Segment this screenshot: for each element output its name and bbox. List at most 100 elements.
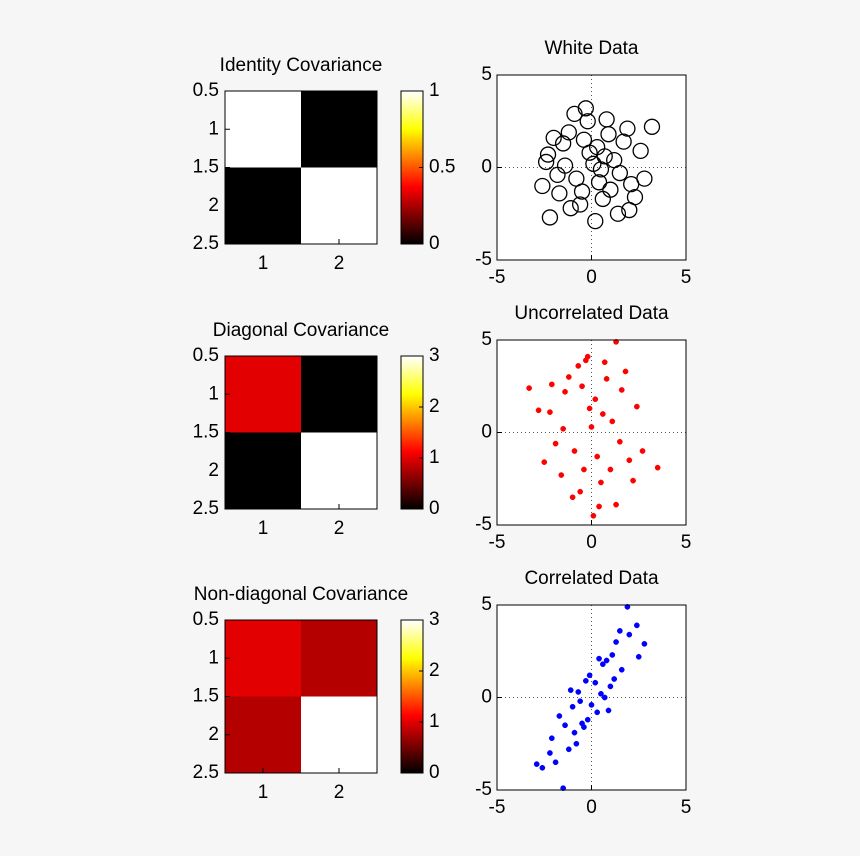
scatter-point [636,170,653,187]
heatmap-cell [301,91,377,168]
y-tick-label: 5 [481,594,492,615]
colorbar-tick-label: 1 [429,80,440,101]
axes-box [496,74,687,261]
scatter-point [594,709,601,716]
scatter-point [548,381,555,388]
y-tick-label: -5 [475,249,492,270]
scatter-point [547,750,553,756]
scatter-point [579,383,585,390]
scatter-point [552,440,559,447]
x-tick-label: 2 [334,253,345,274]
scatter-point [586,672,593,679]
scatter-point [609,418,616,425]
heatmap-cell [225,432,301,509]
scatter-point [582,678,589,684]
y-tick-label: 1.5 [193,422,219,443]
scatter-point [639,448,646,454]
scatter-point [539,764,546,771]
scatter-point [526,385,532,391]
scatter-point [588,424,595,430]
scatter-point [592,396,599,403]
scatter-point [621,201,638,219]
scatter-point [599,661,606,668]
x-tick-label: 5 [681,532,692,553]
scatter-point [603,376,610,382]
scatter-point [611,164,628,182]
scatter-point [618,387,625,393]
axes-title: Correlated Data [524,568,659,589]
scatter-point [598,479,604,486]
colorbar-tick-label: 2 [429,396,440,417]
y-tick-label: 0.5 [193,609,219,630]
scatter-point [535,407,542,414]
scatter-point [577,100,594,117]
x-tick-label: 5 [681,797,692,818]
y-tick-label: 2.5 [193,233,219,254]
scatter-point [579,113,596,130]
y-tick-label: 5 [481,329,492,350]
y-tick-label: 1.5 [193,686,219,707]
scatter-point [592,161,610,178]
scatter-point [541,459,548,465]
x-tick-label: 1 [258,253,269,274]
x-tick-label: 0 [586,797,597,818]
axes-title: Diagonal Covariance [213,320,389,341]
heatmap-cell [225,356,301,433]
scatter-point [562,388,568,395]
scatter-point [598,690,604,697]
scatter-point [626,631,633,638]
scatter-point [635,653,642,660]
heatmap-cell [301,356,377,433]
scatter-point [605,707,612,714]
scatter-point [619,120,636,137]
scatter-point [575,689,582,695]
y-tick-label: 1 [208,118,219,139]
scatter-point [533,761,540,767]
scatter-point [560,124,577,141]
scatter-point [560,425,567,432]
scatter-point [572,196,589,213]
scatter-point [607,466,614,473]
y-tick-label: -5 [475,514,492,535]
scatter-point [573,183,591,200]
colorbar-tick-label: 0 [429,498,440,519]
x-tick-label: -5 [489,797,506,818]
scatter-point [626,457,633,464]
scatter-point [654,464,661,471]
scatter-point [587,212,604,230]
x-tick-label: 0 [586,532,597,553]
scatter-point [575,363,582,369]
axes-title: Identity Covariance [220,55,383,76]
scatter-point [545,129,562,147]
heatmap-cell [225,91,301,168]
colorbar-tick-label: 2 [429,660,440,681]
scatter-point [634,622,640,629]
y-tick-label: -5 [475,779,492,800]
scatter-point [562,722,568,729]
colorbar-tick-label: 0 [429,762,440,783]
x-tick-label: 1 [258,518,269,539]
scatter-point [632,142,649,160]
scatter-point [588,702,595,708]
scatter-point [569,494,576,501]
x-tick-label: 2 [334,518,345,539]
scatter-point [539,146,557,163]
y-tick-label: 0 [481,422,492,443]
y-tick-label: 0 [481,157,492,178]
scatter-point [558,472,565,478]
scatter-point [555,135,572,152]
y-tick-label: 2 [208,195,219,216]
scatter-point [534,177,551,195]
scatter-point [565,374,572,380]
colorbar-tick-label: 3 [429,609,440,630]
y-tick-label: 1.5 [193,157,219,178]
scatter-point [577,488,584,495]
colorbar [400,355,424,510]
heatmap-cell [301,620,377,697]
scatter-point [577,698,584,705]
y-tick-label: 0 [481,687,492,708]
heatmap-cell [301,696,377,773]
axes-title: Non-diagonal Covariance [194,584,408,605]
scatter-point [602,181,619,198]
